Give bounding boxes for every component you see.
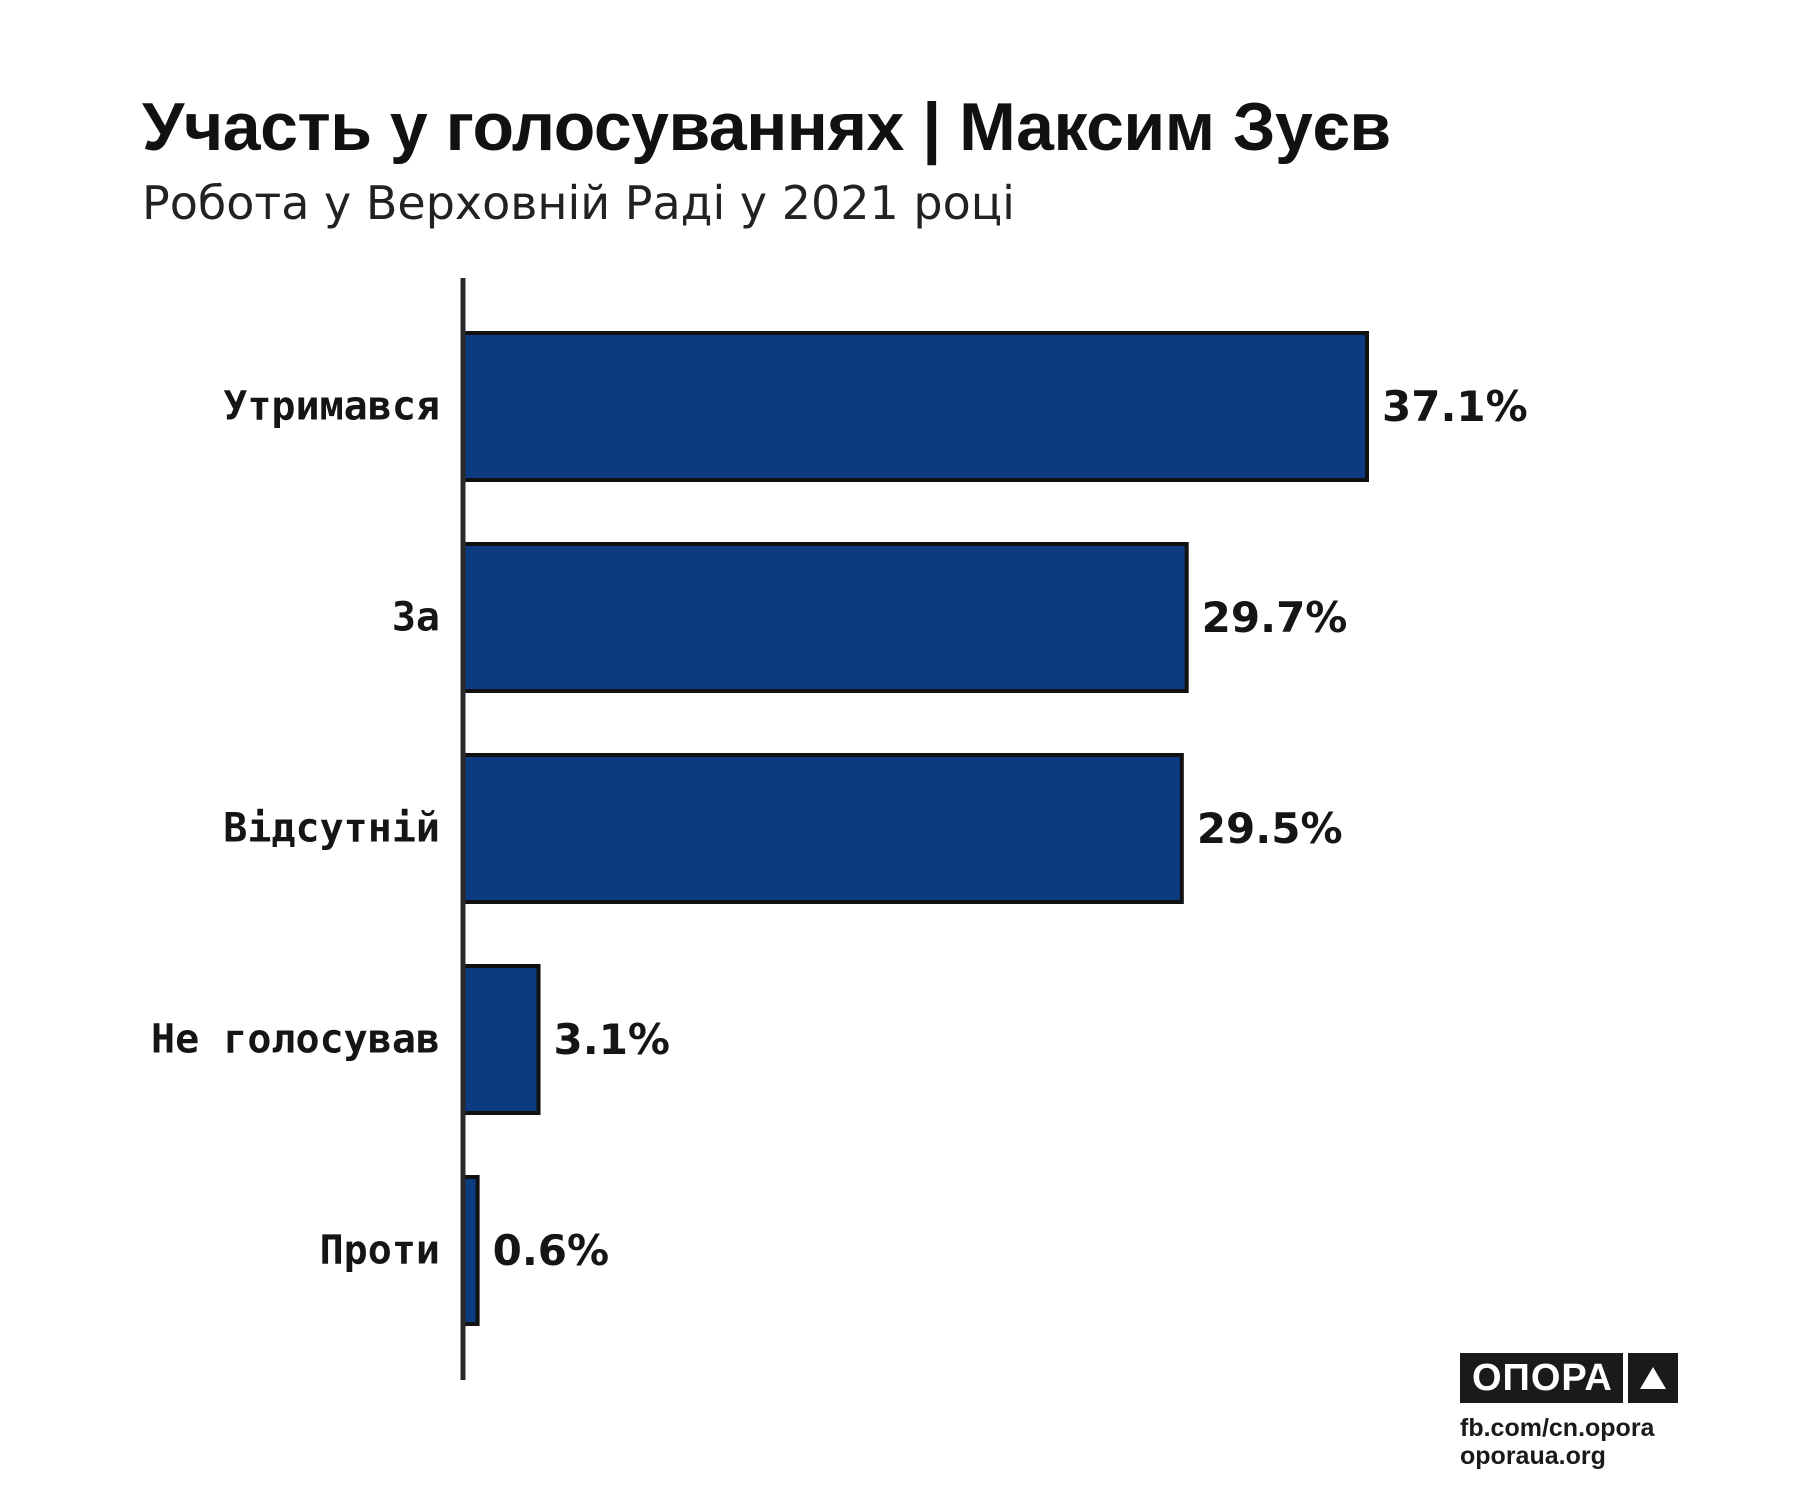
chart-title: Участь у голосуваннях | Максим Зуєв: [142, 89, 1391, 165]
value-label-0: 37.1%: [1382, 382, 1528, 431]
bar-2: [461, 753, 1184, 904]
category-label-1: За: [392, 595, 440, 641]
opora-logo: ОПОРА: [1460, 1353, 1678, 1403]
value-label-2: 29.5%: [1197, 804, 1343, 853]
value-label-3: 3.1%: [554, 1015, 670, 1064]
triangle-up-icon: [1627, 1353, 1678, 1403]
category-label-3: Не голосував: [151, 1017, 440, 1063]
value-label-4: 0.6%: [493, 1226, 609, 1275]
source-facebook: fb.com/cn.opora: [1460, 1414, 1655, 1442]
category-label-2: Відсутній: [223, 806, 440, 852]
bar-0: [461, 331, 1369, 482]
category-label-0: Утримався: [223, 384, 440, 430]
source-website: oporaua.org: [1460, 1442, 1606, 1470]
bar-3: [461, 964, 541, 1115]
logo-text: ОПОРА: [1460, 1353, 1623, 1403]
value-label-1: 29.7%: [1202, 593, 1348, 642]
category-label-4: Проти: [320, 1228, 440, 1274]
bar-1: [461, 542, 1189, 693]
chart-subtitle: Робота у Верховній Раді у 2021 році: [142, 176, 1015, 230]
